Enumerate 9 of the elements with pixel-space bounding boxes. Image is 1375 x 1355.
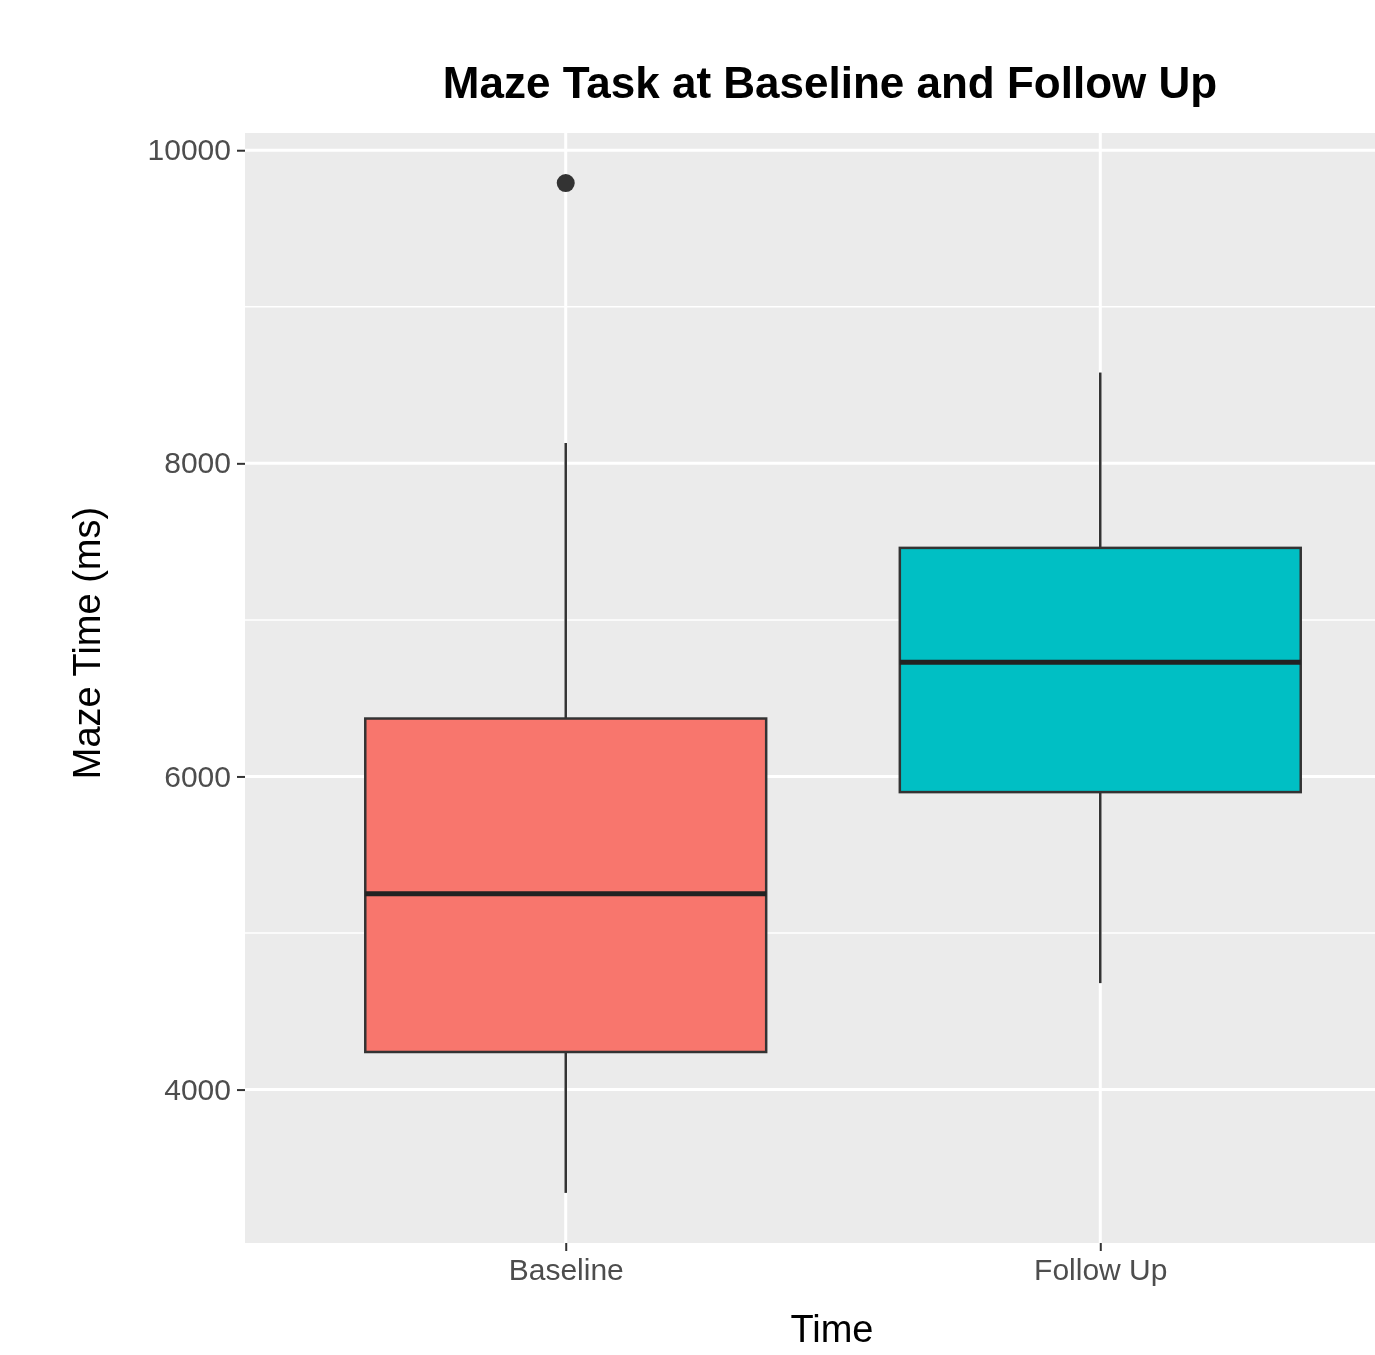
y-tick-label: 6000 bbox=[164, 759, 231, 793]
chart-title: Maze Task at Baseline and Follow Up bbox=[442, 58, 1218, 107]
y-tick-label: 8000 bbox=[164, 446, 231, 480]
y-tick-label: 10000 bbox=[147, 133, 231, 167]
x-tick-label: Follow Up bbox=[1034, 1253, 1168, 1287]
x-tick-label: Baseline bbox=[508, 1253, 624, 1287]
y-tick-label: 4000 bbox=[164, 1072, 231, 1106]
y-axis-title: Maze Time (ms) bbox=[66, 506, 108, 780]
x-axis-title: Time bbox=[790, 1308, 874, 1350]
